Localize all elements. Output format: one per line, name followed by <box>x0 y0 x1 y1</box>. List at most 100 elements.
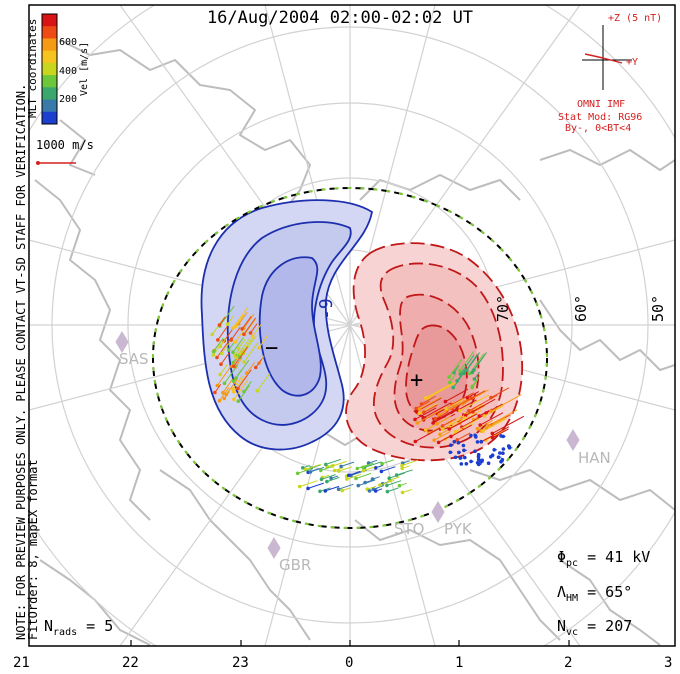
vector-line <box>321 474 336 480</box>
cross-polar-potential: Φpc = 41 kV <box>557 548 651 569</box>
vector-line <box>459 394 489 412</box>
vector-line <box>235 357 243 368</box>
vector-line <box>219 338 227 347</box>
vector-line <box>241 316 252 330</box>
vector-line <box>240 336 255 355</box>
vector-line <box>473 371 481 380</box>
vector-origin <box>340 488 345 493</box>
vector-line <box>363 466 375 472</box>
vector-line <box>396 469 413 476</box>
vector-line <box>243 313 255 329</box>
station-sto: STO <box>394 520 425 538</box>
negative-cell <box>200 199 373 451</box>
vector-line <box>445 398 465 410</box>
vector-line <box>213 337 224 352</box>
vector-line <box>355 472 372 479</box>
vector-line <box>448 358 463 378</box>
vector-line <box>302 465 311 469</box>
vector-line <box>219 305 235 327</box>
vector-line <box>232 375 243 390</box>
vector-line <box>330 475 339 479</box>
vector-line <box>230 327 241 341</box>
vector-origin <box>361 468 366 473</box>
vector-line <box>310 466 325 473</box>
vector-line <box>414 407 437 420</box>
imf-source: OMNI IMF <box>577 99 626 110</box>
vector-line <box>225 378 238 395</box>
velocity-color-scale <box>41 13 58 125</box>
potential-maximum: + <box>410 368 424 393</box>
station-gbr: GBR <box>279 556 312 574</box>
vector-line <box>438 397 471 416</box>
negative-contour-label: -9 <box>316 298 337 320</box>
vector-line <box>435 411 449 420</box>
scale-tick-400: 400 <box>59 66 78 77</box>
vector-line <box>481 426 510 443</box>
velocity-scale-label: Vel [m/s] <box>79 41 90 96</box>
vector-line <box>325 485 340 492</box>
vector-line <box>307 482 324 489</box>
radar-count: Nrads = 5 <box>44 617 114 638</box>
vector-line <box>387 487 399 493</box>
vector-line <box>488 409 518 426</box>
vector-line <box>338 483 354 490</box>
vector-line <box>449 409 482 429</box>
vector-line <box>442 416 467 430</box>
scale-tick-600: 600 <box>59 37 78 48</box>
potential-minimum: − <box>265 336 279 361</box>
vector-line <box>436 415 452 425</box>
vector-line <box>219 364 228 375</box>
vector-line <box>381 466 396 472</box>
station-pyk: PYK <box>444 520 472 538</box>
vector-line <box>364 461 382 468</box>
color-scale-segment <box>42 38 57 52</box>
vector-line <box>486 417 506 429</box>
vector-origin <box>417 407 422 411</box>
vector-line <box>325 458 342 465</box>
vector-origin <box>413 417 417 422</box>
mlt-tick-21: 21 <box>13 655 30 671</box>
vector-line <box>445 388 469 403</box>
mlt-tick-22: 22 <box>122 655 139 671</box>
vector-line <box>346 473 362 480</box>
vector-line <box>465 404 484 415</box>
vector-line <box>417 407 445 424</box>
vector-line <box>466 352 481 371</box>
vector-line <box>357 462 374 469</box>
vector-line <box>425 382 454 399</box>
vector-line <box>456 368 467 382</box>
vector-line <box>228 341 235 351</box>
vector-line <box>434 407 459 422</box>
vector-line <box>332 460 347 467</box>
vector-line <box>490 387 510 399</box>
imf-z-label: +Z (5 nT) <box>608 13 663 24</box>
station-markers <box>115 331 580 559</box>
vector-line <box>402 489 412 493</box>
latitude-label-60: 60° <box>572 294 590 322</box>
vector-line <box>252 324 262 337</box>
vector-origin <box>370 477 375 481</box>
vector-line <box>218 316 226 326</box>
latitude-label-50: 50° <box>649 294 667 322</box>
vector-line <box>442 418 456 427</box>
velocity-vectors <box>210 305 525 495</box>
vector-line <box>224 364 239 384</box>
vector-line <box>342 487 351 492</box>
vector-line <box>375 464 384 469</box>
stat-model: Stat Mod: RG96 <box>558 112 643 123</box>
vector-line <box>243 381 252 392</box>
scale-tick-200: 200 <box>59 94 78 105</box>
vector-line <box>372 476 380 480</box>
vector-line <box>423 404 438 413</box>
imf-y-label: +Y <box>626 57 639 68</box>
vector-line <box>471 377 480 387</box>
station-sas: SAS <box>119 350 149 368</box>
vector-line <box>461 414 484 428</box>
vector-count: Nvc = 207 <box>557 617 633 638</box>
vector-line <box>322 474 330 478</box>
vector-line <box>237 369 252 389</box>
color-scale-segment <box>42 26 57 39</box>
vector-line <box>369 487 378 492</box>
vector-line <box>214 384 222 393</box>
